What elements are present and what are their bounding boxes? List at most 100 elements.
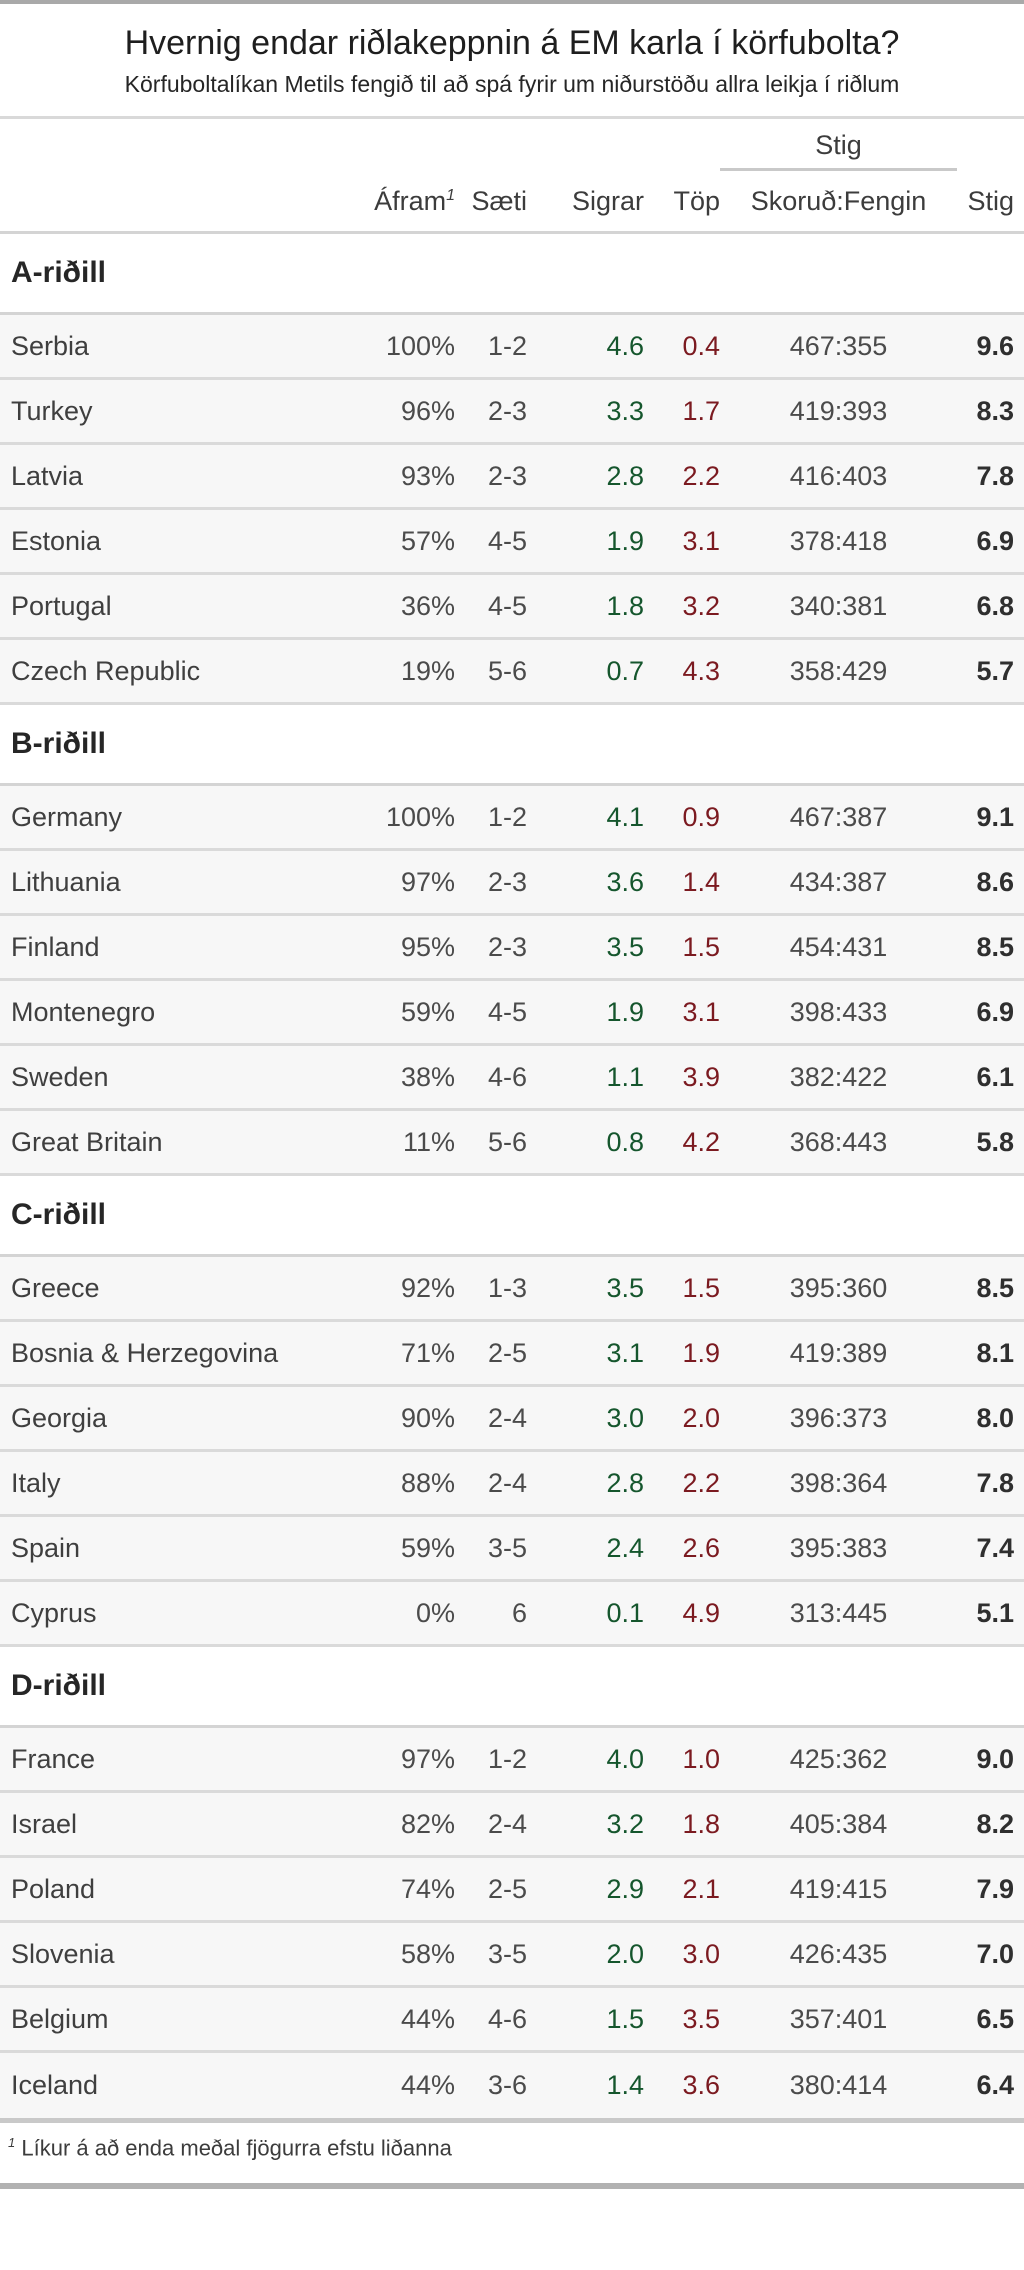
- team-name-cell: Lithuania: [11, 866, 121, 897]
- score-cell: 467:387: [789, 801, 888, 832]
- advance-probability-cell: 92%: [400, 1272, 455, 1303]
- team-name-cell: Great Britain: [11, 1126, 163, 1157]
- seat-range-cell: 4-5: [487, 590, 527, 621]
- points-cell: 6.9: [976, 525, 1014, 556]
- losses-cell: 3.1: [682, 996, 720, 1027]
- wins-cell: 1.4: [606, 2070, 644, 2100]
- seat-range-cell: 2-5: [487, 1873, 527, 1904]
- score-cell: 419:389: [789, 1337, 888, 1368]
- losses-cell: 4.2: [682, 1126, 720, 1157]
- seat-range-cell: 4-6: [487, 2003, 527, 2034]
- team-row: France 97% 1-2 4.0 1.0 425:362 9.0: [0, 1728, 1024, 1793]
- advance-probability-cell: 88%: [400, 1467, 455, 1498]
- group-header: B-riðill: [0, 705, 1024, 786]
- seat-range-cell: 2-3: [487, 395, 527, 426]
- losses-cell: 3.9: [682, 1061, 720, 1092]
- wins-cell: 1.5: [606, 2003, 644, 2034]
- team-row: Czech Republic 19% 5-6 0.7 4.3 358:429 5…: [0, 640, 1024, 705]
- advance-probability-cell: 0%: [415, 1597, 455, 1628]
- team-name-cell: Slovenia: [11, 1938, 115, 1969]
- score-cell: 398:364: [789, 1467, 888, 1498]
- team-name-cell: France: [11, 1743, 96, 1774]
- points-cell: 6.1: [976, 1061, 1014, 1092]
- seat-range-cell: 4-5: [487, 996, 527, 1027]
- score-cell: 467:355: [789, 330, 888, 361]
- points-cell: 7.8: [976, 460, 1014, 491]
- footnote-text: Líkur á að enda meðal fjögurra efstu lið…: [21, 2135, 452, 2161]
- footnote-marker: 1: [8, 2135, 16, 2150]
- advance-probability-cell: 97%: [400, 1743, 455, 1774]
- team-row: Cyprus 0% 6 0.1 4.9 313:445 5.1: [0, 1582, 1024, 1647]
- group-section: A-riðill Serbia 100% 1-2 4.6 0.4 467:355…: [0, 234, 1024, 705]
- team-name-cell: Spain: [11, 1532, 81, 1563]
- points-cell: 5.8: [976, 1126, 1014, 1157]
- wins-cell: 1.9: [606, 525, 644, 556]
- seat-range-cell: 3-6: [487, 2070, 527, 2100]
- wins-cell: 2.8: [606, 1467, 644, 1498]
- advance-probability-cell: 44%: [400, 2003, 455, 2034]
- wins-cell: 1.8: [606, 590, 644, 621]
- advance-probability-cell: 59%: [400, 996, 455, 1027]
- seat-range-cell: 2-5: [487, 1337, 527, 1368]
- bottom-border: [0, 2183, 1024, 2189]
- advance-probability-cell: 57%: [400, 525, 455, 556]
- team-name-cell: Estonia: [11, 525, 102, 556]
- seat-range-cell: 5-6: [487, 655, 527, 686]
- points-cell: 6.4: [976, 2070, 1014, 2100]
- seat-range-cell: 1-2: [487, 330, 527, 361]
- points-cell: 6.5: [976, 2003, 1014, 2034]
- score-cell: 419:415: [789, 1873, 888, 1904]
- seat-range-cell: 6: [511, 1597, 527, 1628]
- advance-probability-cell: 71%: [400, 1337, 455, 1368]
- team-name-cell: Germany: [11, 801, 123, 832]
- losses-cell: 2.1: [682, 1873, 720, 1904]
- advance-probability-cell: 100%: [385, 330, 455, 361]
- top-border: [0, 0, 1024, 4]
- score-cell: 395:383: [789, 1532, 888, 1563]
- score-cell: 378:418: [789, 525, 888, 556]
- seat-range-cell: 3-5: [487, 1938, 527, 1969]
- wins-cell: 4.1: [606, 801, 644, 832]
- team-row: Sweden 38% 4-6 1.1 3.9 382:422 6.1: [0, 1046, 1024, 1111]
- column-header-advance: Áfram1: [374, 185, 455, 216]
- team-name-cell: Serbia: [11, 330, 90, 361]
- points-column-group-label: Stig: [815, 130, 862, 160]
- wins-cell: 4.0: [606, 1743, 644, 1774]
- seat-range-cell: 1-2: [487, 801, 527, 832]
- group-header: A-riðill: [0, 234, 1024, 315]
- group-section: D-riðill France 97% 1-2 4.0 1.0 425:362 …: [0, 1647, 1024, 2118]
- wins-cell: 2.0: [606, 1938, 644, 1969]
- team-name-cell: Finland: [11, 931, 100, 962]
- team-row: Israel 82% 2-4 3.2 1.8 405:384 8.2: [0, 1793, 1024, 1858]
- score-cell: 405:384: [789, 1808, 888, 1839]
- team-name-cell: Italy: [11, 1467, 61, 1498]
- losses-cell: 1.8: [682, 1808, 720, 1839]
- losses-cell: 3.5: [682, 2003, 720, 2034]
- advance-probability-cell: 90%: [400, 1402, 455, 1433]
- page-title: Hvernig endar riðlakeppnin á EM karla í …: [124, 24, 900, 62]
- advance-probability-cell: 38%: [400, 1061, 455, 1092]
- losses-cell: 1.9: [682, 1337, 720, 1368]
- losses-cell: 1.5: [682, 1272, 720, 1303]
- page-subtitle: Körfuboltalíkan Metils fengið til að spá…: [124, 71, 900, 97]
- wins-cell: 1.9: [606, 996, 644, 1027]
- score-cell: 358:429: [789, 655, 888, 686]
- team-row: Iceland 44% 3-6 1.4 3.6 380:414 6.4: [0, 2053, 1024, 2118]
- seat-range-cell: 2-3: [487, 866, 527, 897]
- group-header: D-riðill: [0, 1647, 1024, 1728]
- team-name-cell: Portugal: [11, 590, 112, 621]
- points-cell: 7.9: [976, 1873, 1014, 1904]
- team-name-cell: Georgia: [11, 1402, 108, 1433]
- column-header-seat: Sæti: [471, 185, 527, 216]
- seat-range-cell: 2-4: [487, 1808, 527, 1839]
- column-header-losses: Töp: [673, 185, 720, 216]
- team-row: Latvia 93% 2-3 2.8 2.2 416:403 7.8: [0, 445, 1024, 510]
- advance-probability-cell: 74%: [400, 1873, 455, 1904]
- losses-cell: 4.3: [682, 655, 720, 686]
- seat-range-cell: 4-5: [487, 525, 527, 556]
- advance-probability-cell: 93%: [400, 460, 455, 491]
- team-name-cell: Cyprus: [11, 1597, 97, 1628]
- losses-cell: 4.9: [682, 1597, 720, 1628]
- score-cell: 426:435: [789, 1938, 888, 1969]
- team-row: Germany 100% 1-2 4.1 0.9 467:387 9.1: [0, 786, 1024, 851]
